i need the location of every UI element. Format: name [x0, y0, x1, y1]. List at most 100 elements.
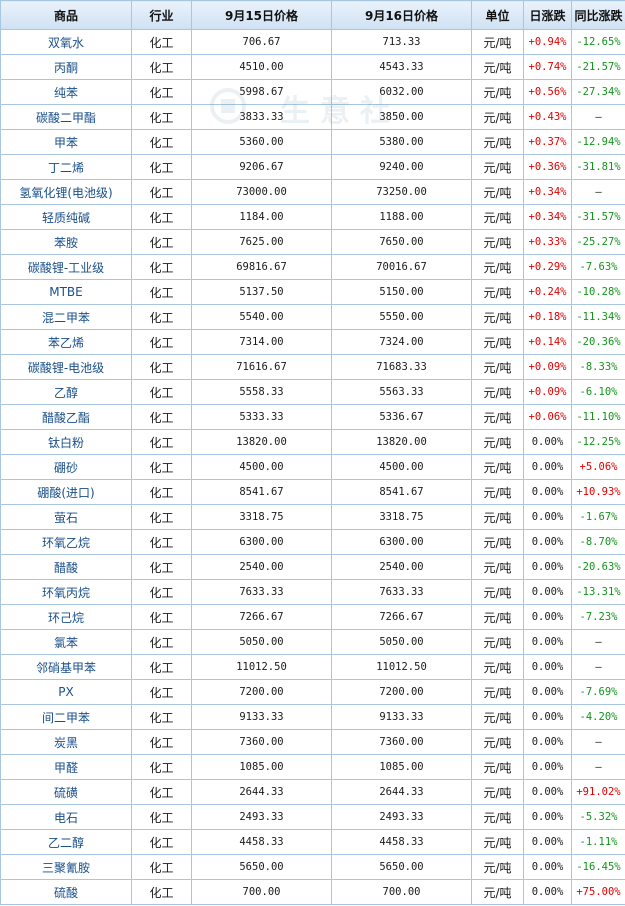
price-sep16-cell: 73250.00 — [331, 179, 472, 205]
price-sep15-cell: 2493.33 — [191, 804, 332, 830]
price-sep15-cell: 4458.33 — [191, 829, 332, 855]
price-sep16-cell: 6032.00 — [331, 79, 472, 105]
table-row: 炭黑 化工 7360.00 7360.00 元/吨 0.00% — — [0, 729, 625, 755]
price-sep15-cell: 2540.00 — [191, 554, 332, 580]
commodity-name-link[interactable]: 醋酸 — [0, 554, 132, 580]
unit-cell: 元/吨 — [471, 629, 524, 655]
yoy-change-cell: -7.69% — [571, 679, 625, 705]
commodity-name-link[interactable]: PX — [0, 679, 132, 705]
unit-cell: 元/吨 — [471, 779, 524, 805]
price-sep16-cell: 4458.33 — [331, 829, 472, 855]
commodity-name-link[interactable]: 炭黑 — [0, 729, 132, 755]
unit-cell: 元/吨 — [471, 454, 524, 480]
commodity-name-link[interactable]: 丁二烯 — [0, 154, 132, 180]
unit-cell: 元/吨 — [471, 304, 524, 330]
commodity-name-link[interactable]: 碳酸锂-工业级 — [0, 254, 132, 280]
commodity-name-link[interactable]: 甲醛 — [0, 754, 132, 780]
industry-cell: 化工 — [131, 279, 192, 305]
commodity-name-link[interactable]: 电石 — [0, 804, 132, 830]
industry-cell: 化工 — [131, 554, 192, 580]
commodity-name-link[interactable]: 轻质纯碱 — [0, 204, 132, 230]
price-sep15-cell: 13820.00 — [191, 429, 332, 455]
price-sep16-cell: 70016.67 — [331, 254, 472, 280]
yoy-change-cell: +75.00% — [571, 879, 625, 905]
daily-change-cell: +0.09% — [523, 354, 572, 380]
commodity-name-link[interactable]: 丙酮 — [0, 54, 132, 80]
yoy-change-cell: -8.33% — [571, 354, 625, 380]
yoy-change-cell: -11.34% — [571, 304, 625, 330]
price-sep16-cell: 1085.00 — [331, 754, 472, 780]
table-row: 醋酸乙酯 化工 5333.33 5336.67 元/吨 +0.06% -11.10% — [0, 404, 625, 430]
table-row: 萤石 化工 3318.75 3318.75 元/吨 0.00% -1.67% — [0, 504, 625, 530]
commodity-name-link[interactable]: 纯苯 — [0, 79, 132, 105]
price-sep16-cell: 6300.00 — [331, 529, 472, 555]
industry-cell: 化工 — [131, 854, 192, 880]
daily-change-cell: +0.06% — [523, 404, 572, 430]
commodity-name-link[interactable]: 硼砂 — [0, 454, 132, 480]
yoy-change-cell: -7.63% — [571, 254, 625, 280]
commodity-name-link[interactable]: 萤石 — [0, 504, 132, 530]
commodity-name-link[interactable]: 钛白粉 — [0, 429, 132, 455]
commodity-name-link[interactable]: 醋酸乙酯 — [0, 404, 132, 430]
table-row: 硼酸(进口) 化工 8541.67 8541.67 元/吨 0.00% +10.93% — [0, 479, 625, 505]
unit-cell: 元/吨 — [471, 579, 524, 605]
table-row: 间二甲苯 化工 9133.33 9133.33 元/吨 0.00% -4.20% — [0, 704, 625, 730]
commodity-name-link[interactable]: 间二甲苯 — [0, 704, 132, 730]
commodity-name-link[interactable]: 乙醇 — [0, 379, 132, 405]
commodity-name-link[interactable]: 乙二醇 — [0, 829, 132, 855]
yoy-change-cell: — — [571, 729, 625, 755]
industry-cell: 化工 — [131, 879, 192, 905]
daily-change-cell: 0.00% — [523, 604, 572, 630]
commodity-name-link[interactable]: 硫酸 — [0, 879, 132, 905]
industry-cell: 化工 — [131, 804, 192, 830]
table-row: 电石 化工 2493.33 2493.33 元/吨 0.00% -5.32% — [0, 804, 625, 830]
commodity-name-link[interactable]: 氢氧化锂(电池级) — [0, 179, 132, 205]
commodity-name-link[interactable]: 苯胺 — [0, 229, 132, 255]
price-sep16-cell: 713.33 — [331, 29, 472, 55]
daily-change-cell: 0.00% — [523, 554, 572, 580]
table-row: 氯苯 化工 5050.00 5050.00 元/吨 0.00% — — [0, 629, 625, 655]
yoy-change-cell: -21.57% — [571, 54, 625, 80]
table-row: 邻硝基甲苯 化工 11012.50 11012.50 元/吨 0.00% — — [0, 654, 625, 680]
yoy-change-cell: -27.34% — [571, 79, 625, 105]
commodity-name-link[interactable]: 环氧乙烷 — [0, 529, 132, 555]
unit-cell: 元/吨 — [471, 829, 524, 855]
commodity-name-link[interactable]: MTBE — [0, 279, 132, 305]
commodity-name-link[interactable]: 苯乙烯 — [0, 329, 132, 355]
header-yoy-change: 同比涨跌 — [571, 0, 625, 30]
table-row: 碳酸锂-电池级 化工 71616.67 71683.33 元/吨 +0.09% -8.33% — [0, 354, 625, 380]
commodity-name-link[interactable]: 三聚氰胺 — [0, 854, 132, 880]
yoy-change-cell: -7.23% — [571, 604, 625, 630]
table-row: 钛白粉 化工 13820.00 13820.00 元/吨 0.00% -12.25% — [0, 429, 625, 455]
daily-change-cell: +0.24% — [523, 279, 572, 305]
table-row: 苯乙烯 化工 7314.00 7324.00 元/吨 +0.14% -20.36% — [0, 329, 625, 355]
commodity-name-link[interactable]: 环己烷 — [0, 604, 132, 630]
commodity-name-link[interactable]: 碳酸二甲酯 — [0, 104, 132, 130]
unit-cell: 元/吨 — [471, 379, 524, 405]
commodity-name-link[interactable]: 双氧水 — [0, 29, 132, 55]
commodity-name-link[interactable]: 甲苯 — [0, 129, 132, 155]
commodity-name-link[interactable]: 环氧丙烷 — [0, 579, 132, 605]
price-sep16-cell: 5563.33 — [331, 379, 472, 405]
price-sep15-cell: 7633.33 — [191, 579, 332, 605]
yoy-change-cell: -12.25% — [571, 429, 625, 455]
yoy-change-cell: +91.02% — [571, 779, 625, 805]
commodity-name-link[interactable]: 硼酸(进口) — [0, 479, 132, 505]
daily-change-cell: 0.00% — [523, 879, 572, 905]
commodity-name-link[interactable]: 碳酸锂-电池级 — [0, 354, 132, 380]
price-sep16-cell: 9133.33 — [331, 704, 472, 730]
commodity-name-link[interactable]: 硫磺 — [0, 779, 132, 805]
price-sep16-cell: 3850.00 — [331, 104, 472, 130]
commodity-name-link[interactable]: 氯苯 — [0, 629, 132, 655]
unit-cell: 元/吨 — [471, 604, 524, 630]
table-header: 商品 行业 9月15日价格 9月16日价格 单位 日涨跌 同比涨跌 — [0, 0, 625, 30]
commodity-name-link[interactable]: 混二甲苯 — [0, 304, 132, 330]
price-sep16-cell: 3318.75 — [331, 504, 472, 530]
price-sep16-cell: 7266.67 — [331, 604, 472, 630]
price-sep16-cell: 7633.33 — [331, 579, 472, 605]
price-sep16-cell: 1188.00 — [331, 204, 472, 230]
unit-cell: 元/吨 — [471, 804, 524, 830]
yoy-change-cell: -20.36% — [571, 329, 625, 355]
price-sep15-cell: 7200.00 — [191, 679, 332, 705]
commodity-name-link[interactable]: 邻硝基甲苯 — [0, 654, 132, 680]
